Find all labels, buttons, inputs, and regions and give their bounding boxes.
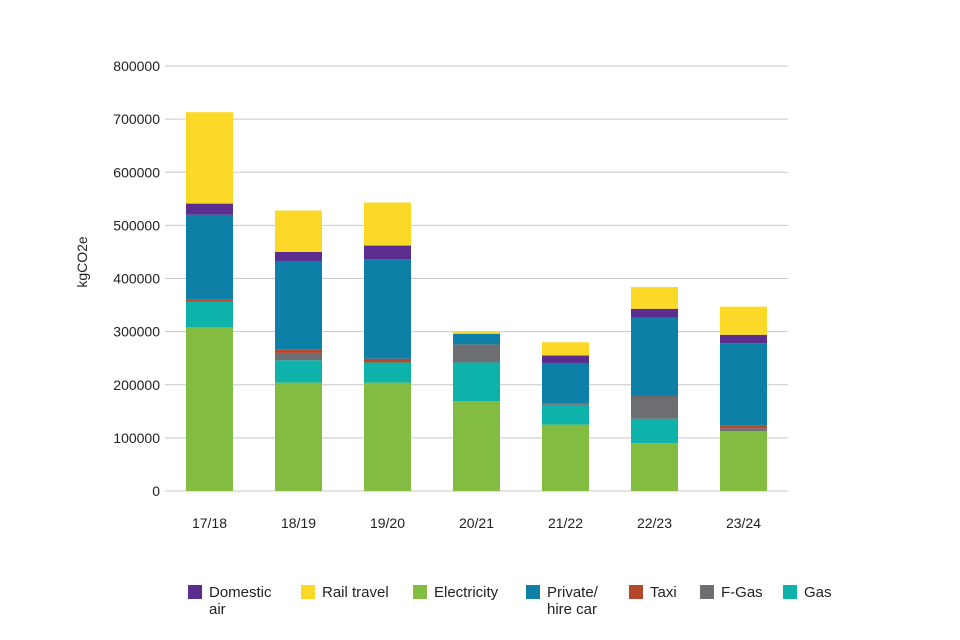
y-axis-title: kgCO2e <box>74 236 90 288</box>
x-tick-label: 17/18 <box>192 515 227 531</box>
legend-item-electricity: Electricity <box>413 584 498 601</box>
gridlines <box>165 65 788 492</box>
bar-segment-electricity <box>364 382 411 491</box>
x-tick-label: 22/23 <box>637 515 672 531</box>
bar-segment-rail-travel <box>275 210 322 252</box>
legend-label: Domestic air <box>209 584 272 618</box>
bar-segment-taxi <box>186 299 233 302</box>
legend-item-domestic-air: Domestic air <box>188 584 272 618</box>
legend-label: Taxi <box>650 584 677 601</box>
bar-segment-electricity <box>275 382 322 491</box>
legend-label: Electricity <box>434 584 499 601</box>
legend-swatch <box>700 585 714 599</box>
bar-segment-electricity <box>720 430 767 491</box>
bar-segment-f-gas <box>542 403 589 405</box>
legend-label: Gas <box>804 584 832 601</box>
bar-segment-domestic-air <box>275 251 322 261</box>
bar-segment-rail-travel <box>631 287 678 309</box>
bar-segment-electricity <box>631 443 678 491</box>
bar-segment-gas <box>453 362 500 402</box>
bar-segment-taxi <box>275 349 322 353</box>
bar-stacks <box>186 112 767 491</box>
bar-segment-f-gas <box>720 428 767 431</box>
bar-stack-17-18 <box>186 112 233 491</box>
legend-swatch <box>188 585 202 599</box>
y-tick-label: 600000 <box>113 164 160 180</box>
y-tick-label: 200000 <box>113 377 160 393</box>
bar-segment-electricity <box>186 327 233 491</box>
y-tick-label: 500000 <box>113 217 160 233</box>
bar-stack-18-19 <box>275 210 322 491</box>
bar-segment-rail-travel <box>364 202 411 246</box>
bar-segment-private-hire-car <box>364 259 411 359</box>
bar-segment-domestic-air <box>364 245 411 260</box>
bar-segment-rail-travel <box>720 306 767 335</box>
y-tick-label: 0 <box>152 483 160 499</box>
legend-item-taxi: Taxi <box>629 584 677 601</box>
bar-segment-domestic-air <box>631 308 678 318</box>
bar-segment-gas <box>186 301 233 328</box>
bar-segment-f-gas <box>631 397 678 419</box>
bar-segment-taxi <box>720 425 767 429</box>
legend-item-f-gas: F-Gas <box>700 584 763 601</box>
legend-item-rail-travel: Rail travel <box>301 584 389 601</box>
bar-segment-rail-travel <box>542 342 589 356</box>
bar-stack-20-21 <box>453 331 500 491</box>
bar-stack-21-22 <box>542 342 589 491</box>
bar-segment-f-gas <box>453 344 500 363</box>
bar-stack-22-23 <box>631 287 678 491</box>
legend: Domestic air Rail travel Electricity Pri… <box>188 584 888 624</box>
bar-segment-taxi <box>631 396 678 398</box>
legend-swatch <box>629 585 643 599</box>
legend-item-gas: Gas <box>783 584 832 601</box>
bar-stack-19-20 <box>364 202 411 491</box>
x-axis-tick-labels: 17/18 18/19 19/20 20/21 21/22 22/23 23/24 <box>192 515 761 531</box>
y-tick-label: 800000 <box>113 58 160 74</box>
y-tick-label: 400000 <box>113 271 160 287</box>
x-tick-label: 21/22 <box>548 515 583 531</box>
bar-segment-f-gas <box>275 352 322 361</box>
legend-label: Rail travel <box>322 584 389 601</box>
legend-swatch <box>783 585 797 599</box>
bar-segment-electricity <box>453 401 500 491</box>
bar-segment-rail-travel <box>453 331 500 334</box>
bar-stack-23-24 <box>720 306 767 491</box>
y-axis-tick-labels: 0 100000 200000 300000 400000 500000 600000 700… <box>113 58 160 499</box>
bar-segment-private-hire-car <box>453 333 500 345</box>
y-tick-label: 300000 <box>113 324 160 340</box>
legend-label: Private/ hire car <box>547 584 598 618</box>
bar-segment-domestic-air <box>720 334 767 344</box>
bar-segment-gas <box>364 362 411 383</box>
legend-swatch <box>301 585 315 599</box>
x-tick-label: 19/20 <box>370 515 405 531</box>
bar-segment-domestic-air <box>542 355 589 363</box>
bar-segment-private-hire-car <box>631 317 678 397</box>
bar-segment-gas <box>631 418 678 444</box>
legend-item-private-hire-car: Private/ hire car <box>526 584 598 618</box>
y-tick-label: 100000 <box>113 430 160 446</box>
bar-segment-private-hire-car <box>542 362 589 404</box>
y-tick-label: 700000 <box>113 111 160 127</box>
x-tick-label: 20/21 <box>459 515 494 531</box>
bar-segment-gas <box>542 404 589 425</box>
bar-segment-taxi <box>364 358 411 363</box>
bar-segment-private-hire-car <box>720 343 767 426</box>
bar-segment-private-hire-car <box>186 214 233 300</box>
bar-segment-domestic-air <box>186 203 233 215</box>
bar-segment-electricity <box>542 424 589 491</box>
legend-swatch <box>526 585 540 599</box>
legend-swatch <box>413 585 427 599</box>
legend-label: F-Gas <box>721 584 763 601</box>
bar-segment-rail-travel <box>186 112 233 204</box>
x-tick-label: 23/24 <box>726 515 761 531</box>
bar-segment-gas <box>275 360 322 383</box>
bar-segment-private-hire-car <box>275 260 322 350</box>
x-tick-label: 18/19 <box>281 515 316 531</box>
